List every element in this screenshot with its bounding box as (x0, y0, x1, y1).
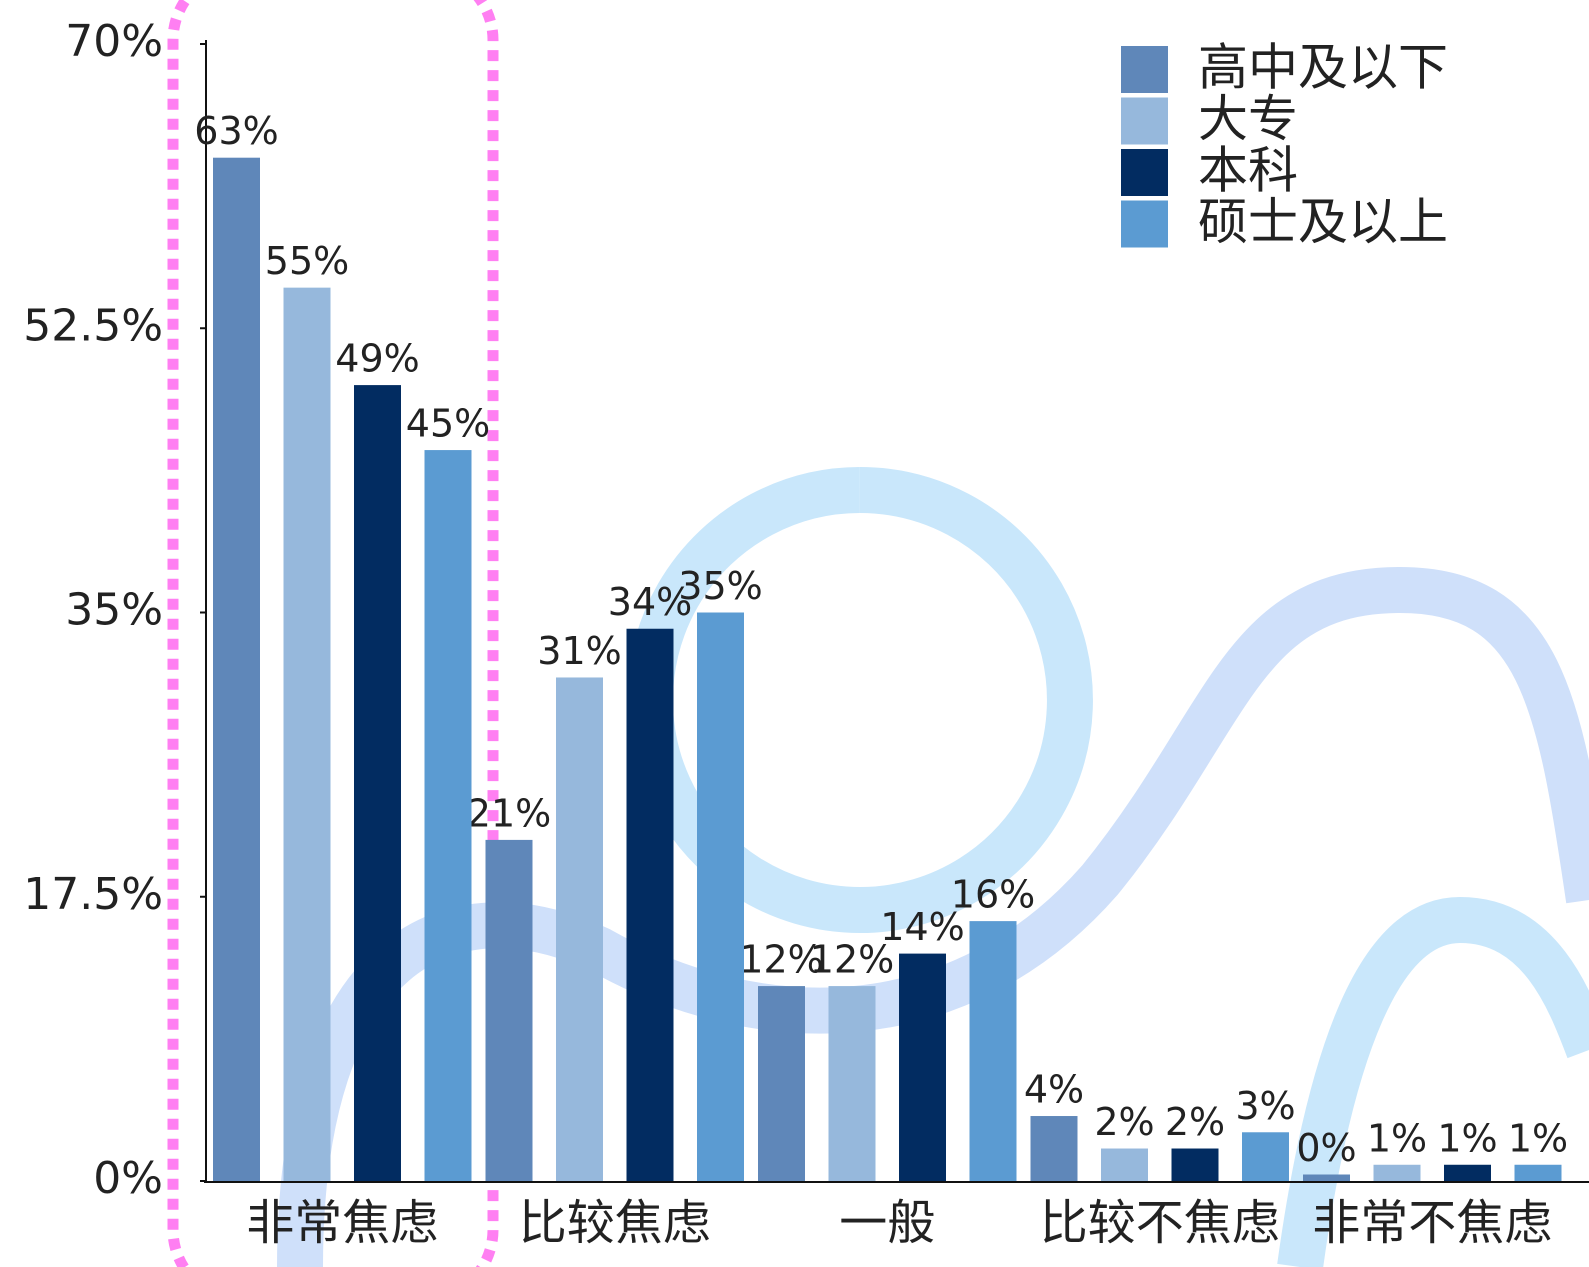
value-label: 12% (739, 938, 823, 982)
value-label: 63% (194, 109, 278, 153)
bar (424, 450, 472, 1182)
legend-swatch (1121, 46, 1168, 93)
bar (758, 986, 805, 1181)
bar (485, 839, 533, 1181)
legend-swatch (1121, 200, 1168, 248)
highlight-frame (167, 0, 499, 1267)
bar (1303, 1174, 1350, 1181)
legend-label: 硕士及以上 (1198, 193, 1448, 251)
bar (1101, 1148, 1148, 1181)
bar (283, 287, 331, 1182)
value-label: 21% (467, 791, 551, 835)
bar (1030, 1116, 1078, 1181)
value-label: 34% (608, 580, 692, 624)
legend-label: 高中及以下 (1198, 39, 1448, 97)
bar (1171, 1148, 1219, 1181)
value-label: 12% (810, 938, 894, 982)
legend-swatch (1121, 149, 1168, 196)
bar (1373, 1164, 1421, 1181)
value-label: 1% (1437, 1116, 1497, 1160)
bar (969, 921, 1017, 1181)
value-label: 2% (1094, 1100, 1154, 1144)
value-label: 0% (1296, 1126, 1356, 1170)
legend-label: 本科 (1198, 142, 1298, 200)
bar (899, 953, 946, 1181)
bar (1514, 1164, 1562, 1181)
legend-swatch (1121, 97, 1168, 145)
bar (1242, 1132, 1289, 1181)
value-label: 55% (265, 239, 349, 283)
value-label: 2% (1165, 1100, 1225, 1144)
value-label: 14% (880, 905, 964, 949)
value-label: 31% (537, 629, 621, 673)
bar (1444, 1164, 1491, 1181)
bar (556, 677, 603, 1181)
x-tick-label: 非常不焦虑 (1312, 1195, 1552, 1251)
y-tick-label: 0% (93, 1153, 163, 1204)
x-tick-label: 比较不焦虑 (1040, 1195, 1280, 1251)
y-tick-label: 52.5% (23, 300, 163, 351)
y-tick-label: 35% (65, 585, 163, 636)
x-tick-label: 比较焦虑 (519, 1195, 711, 1251)
value-label: 45% (406, 402, 490, 446)
y-tick-label: 17.5% (23, 869, 163, 920)
value-label: 4% (1024, 1068, 1084, 1112)
decor-curve (1277, 896, 1589, 1267)
decor-curve (627, 467, 1093, 933)
bar (626, 628, 674, 1181)
value-label: 3% (1235, 1084, 1295, 1128)
x-tick-label: 一般 (839, 1195, 935, 1251)
legend-label: 大专 (1198, 90, 1298, 148)
value-label: 16% (951, 873, 1035, 917)
value-label: 35% (678, 564, 762, 608)
value-label: 1% (1367, 1116, 1427, 1160)
bar (697, 612, 744, 1181)
bar (354, 385, 401, 1182)
value-label: 1% (1508, 1116, 1568, 1160)
bar (213, 157, 260, 1181)
y-tick-label: 70% (65, 16, 163, 67)
bar (828, 986, 876, 1181)
x-tick-label: 非常焦虑 (246, 1195, 438, 1251)
value-label: 49% (335, 337, 419, 381)
